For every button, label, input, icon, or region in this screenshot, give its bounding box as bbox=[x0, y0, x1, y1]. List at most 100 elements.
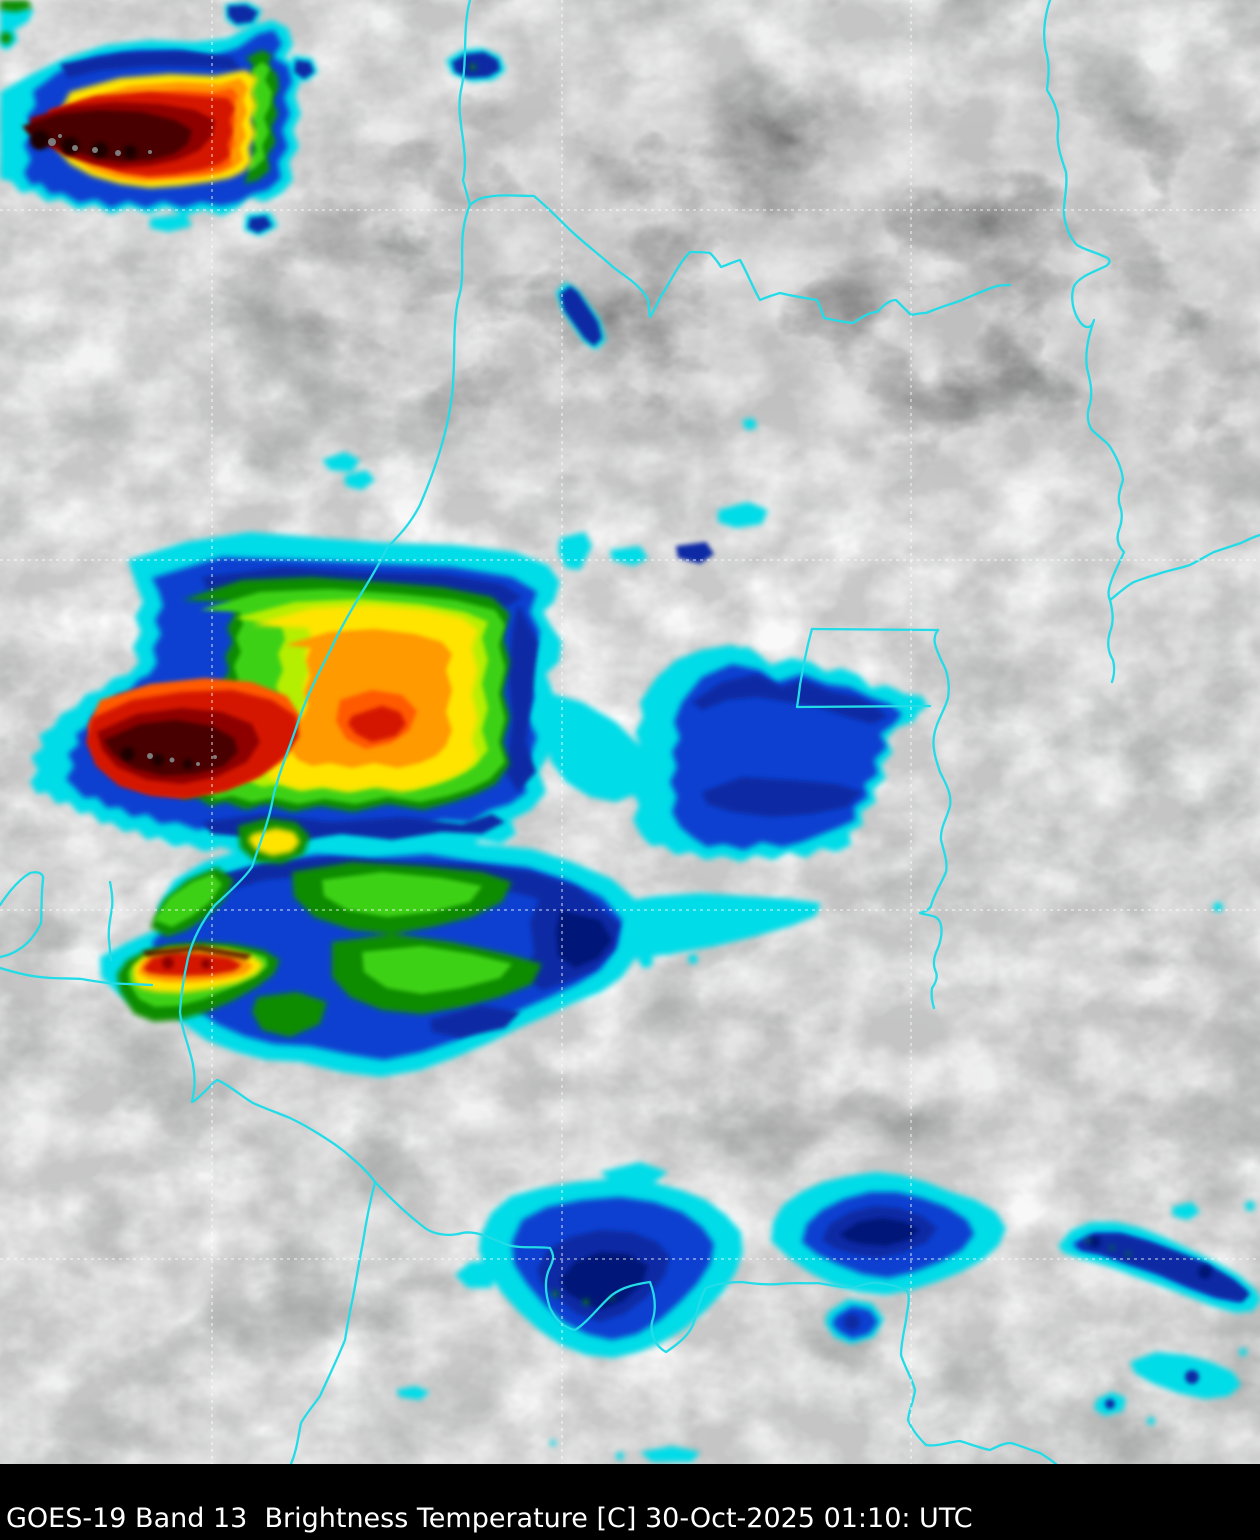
deep-navy bbox=[840, 1218, 920, 1246]
black-core bbox=[121, 747, 135, 761]
green-speck bbox=[1126, 1252, 1130, 1256]
small-cyan bbox=[322, 452, 360, 472]
small-cyan bbox=[663, 943, 675, 955]
small-cyan bbox=[1245, 1201, 1255, 1211]
caption-text: GOES-19 Band 13 Brightness Temperature [… bbox=[6, 1503, 973, 1534]
small-navy bbox=[560, 286, 602, 346]
deep-navy bbox=[1089, 1236, 1101, 1248]
storm-lower-green-bright bbox=[154, 874, 222, 927]
small-cyan bbox=[1172, 1202, 1200, 1220]
black-core bbox=[183, 759, 193, 769]
gray-speck bbox=[213, 755, 217, 759]
small-navy bbox=[758, 686, 770, 698]
border-box-east bbox=[918, 628, 952, 1010]
se-patch-navy bbox=[844, 1314, 860, 1330]
small-cyan bbox=[610, 546, 648, 566]
lr-patch-navy bbox=[1185, 1370, 1199, 1384]
small-navy bbox=[294, 60, 314, 79]
border-line-southeast bbox=[373, 1180, 1058, 1464]
storm-lower-green-bright bbox=[362, 946, 512, 994]
small-cyan bbox=[640, 1446, 700, 1462]
coldtop-deepnavy-layer bbox=[556, 910, 1212, 1310]
small-cyan bbox=[344, 470, 375, 490]
inner-storm-darkred bbox=[201, 959, 211, 969]
small-cyan bbox=[396, 1386, 430, 1400]
midright-navy bbox=[692, 674, 887, 724]
inner-storm-maroon-rim bbox=[142, 945, 252, 960]
overshooting-top-specks bbox=[48, 134, 217, 766]
deep-navy bbox=[560, 1252, 648, 1310]
border-line-south bbox=[289, 1180, 377, 1464]
gray-speck bbox=[48, 138, 56, 146]
coldtop-blackcore-layer bbox=[30, 130, 193, 769]
small-cyan bbox=[150, 214, 192, 232]
small-cyan bbox=[550, 1440, 556, 1446]
small-cyan bbox=[688, 954, 698, 964]
small-cyan bbox=[1239, 1348, 1247, 1356]
br-streak-navy bbox=[1077, 1234, 1250, 1302]
small-cyan bbox=[455, 1260, 500, 1288]
latlon-graticule bbox=[0, 0, 1260, 1464]
gray-speck bbox=[169, 757, 175, 763]
deep-navy bbox=[556, 910, 612, 968]
storm-nw-navy-band bbox=[60, 51, 242, 78]
black-core bbox=[92, 142, 108, 158]
border-box-left bbox=[795, 627, 814, 709]
small-navy bbox=[228, 5, 258, 24]
black-core bbox=[123, 145, 137, 159]
gray-speck bbox=[196, 762, 200, 766]
midright-navy bbox=[702, 777, 862, 817]
small-cyan bbox=[904, 694, 928, 712]
coldtop-maroon-layer bbox=[22, 110, 252, 960]
gray-speck bbox=[147, 753, 153, 759]
border-line-east-branch bbox=[1108, 533, 1260, 602]
storm-lower-navy bbox=[430, 1005, 520, 1038]
small-storm-yellow bbox=[248, 828, 300, 856]
small-cyan bbox=[1147, 1417, 1155, 1425]
green-speck bbox=[552, 1291, 558, 1297]
black-core bbox=[152, 754, 164, 766]
inner-storm-darkred bbox=[162, 957, 174, 969]
border-box-bottom bbox=[795, 704, 932, 709]
storm-main-red-dash bbox=[348, 706, 406, 742]
small-cyan bbox=[639, 954, 653, 968]
corner-green bbox=[0, 32, 12, 44]
green-speck bbox=[1086, 1238, 1090, 1242]
small-cyan bbox=[742, 418, 757, 430]
black-core bbox=[30, 130, 50, 150]
small-cyan bbox=[600, 1162, 668, 1184]
lr-patch-navy bbox=[1105, 1399, 1115, 1409]
storm-nw-maroon bbox=[22, 110, 192, 162]
caption-bar: GOES-19 Band 13 Brightness Temperature [… bbox=[0, 1464, 1260, 1540]
border-line-west-stub bbox=[0, 966, 154, 987]
storm-main-east-lobe bbox=[546, 692, 653, 802]
border-loop-west bbox=[0, 871, 45, 959]
small-cyan bbox=[616, 1452, 624, 1460]
gray-speck bbox=[92, 147, 98, 153]
corner-green bbox=[0, 0, 32, 12]
storm-nw-green-bright bbox=[247, 62, 272, 172]
gray-speck bbox=[72, 145, 78, 151]
border-box-top bbox=[810, 627, 940, 632]
gray-speck bbox=[148, 150, 152, 154]
small-cyan bbox=[738, 647, 754, 663]
map-boundaries bbox=[0, 0, 1260, 1464]
gray-speck bbox=[115, 150, 121, 156]
border-line-south-branch bbox=[1107, 598, 1116, 684]
small-green bbox=[470, 64, 476, 70]
small-navy bbox=[248, 216, 272, 233]
storm-lower-green-bright bbox=[322, 872, 482, 917]
green-speck bbox=[583, 1299, 589, 1305]
deep-navy bbox=[1198, 1265, 1212, 1279]
border-line-west-river bbox=[178, 0, 472, 1184]
green-speck bbox=[1110, 1246, 1114, 1250]
small-navy bbox=[676, 542, 714, 564]
gray-speck bbox=[58, 134, 62, 138]
storm-lower-green bbox=[252, 992, 327, 1037]
storm-main-navy bbox=[505, 604, 538, 792]
border-line-west-stub2 bbox=[107, 880, 114, 962]
storm-main-maroon bbox=[104, 720, 238, 776]
small-cyan bbox=[718, 502, 768, 528]
border-line-diagonal bbox=[468, 194, 1012, 325]
